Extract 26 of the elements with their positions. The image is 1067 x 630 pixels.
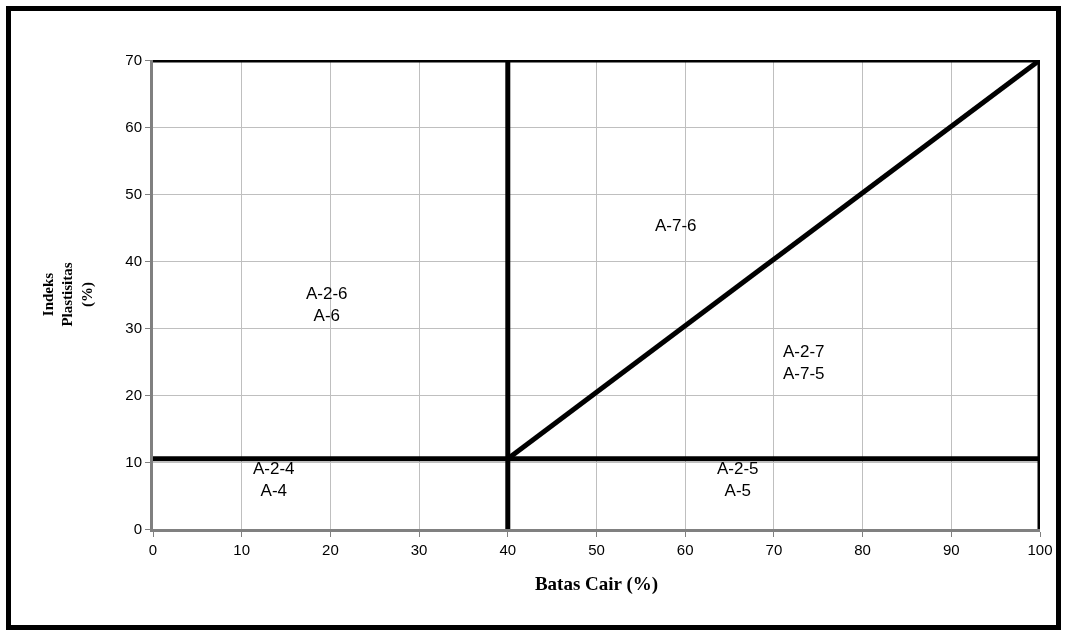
annotation: A-2-6 A-6 xyxy=(306,284,348,326)
y-tick-label: 50 xyxy=(125,185,142,203)
y-tick-label: 0 xyxy=(133,520,142,538)
x-tick-label: 80 xyxy=(854,541,871,558)
annotation: A-2-7 A-7-5 xyxy=(783,342,825,384)
y-tick-label: 10 xyxy=(125,453,142,471)
x-axis-title: Batas Cair (%) xyxy=(534,572,659,595)
x-tick-label: 40 xyxy=(499,541,517,558)
x-tick-label: 20 xyxy=(322,541,339,558)
y-tick-label: 40 xyxy=(125,252,142,270)
x-tick-label: 70 xyxy=(765,541,783,558)
y-axis-title: Indeks Plastisitas (%) xyxy=(39,262,96,327)
x-tick-label: 100 xyxy=(1027,541,1053,558)
x-tick-label: 10 xyxy=(233,541,251,558)
x-tick-label: 50 xyxy=(588,541,605,558)
x-tick-label: 30 xyxy=(410,541,428,558)
y-tick-label: 30 xyxy=(125,319,142,337)
annotation: A-2-4 A-4 xyxy=(253,459,295,501)
x-tick-label: 60 xyxy=(676,541,694,558)
x-tick-label: 0 xyxy=(148,541,158,558)
y-tick-label: 20 xyxy=(125,386,142,404)
y-tick-label: 70 xyxy=(125,51,142,69)
x-tick-label: 90 xyxy=(942,541,960,558)
annotation: A-2-5 A-5 xyxy=(717,459,759,501)
y-tick-label: 60 xyxy=(125,118,142,136)
annotation: A-7-6 xyxy=(655,216,697,235)
